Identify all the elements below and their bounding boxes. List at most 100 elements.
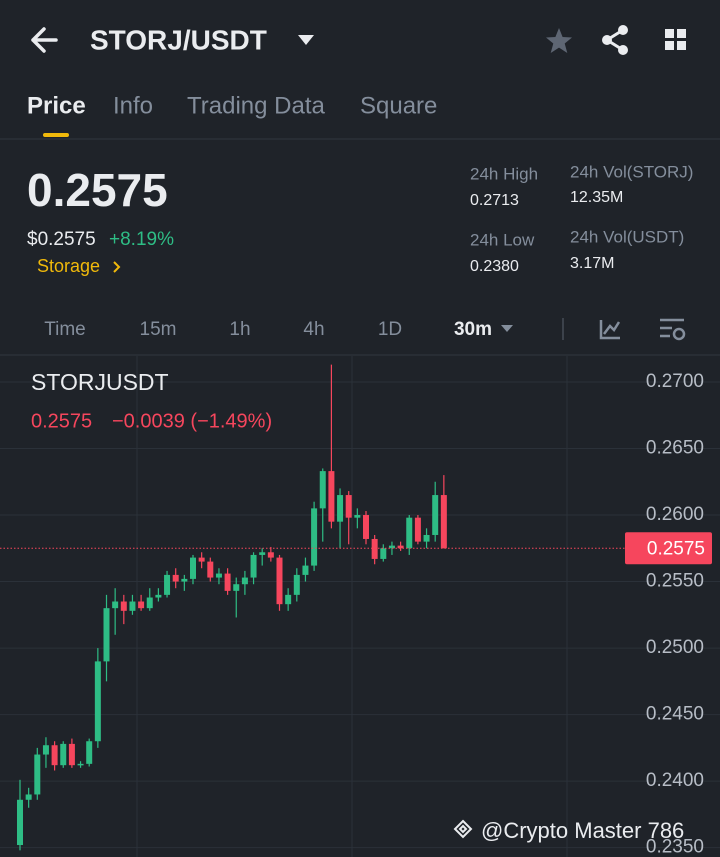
candle-body [285, 594, 292, 605]
candle-body [172, 574, 179, 582]
stat-value: 0.2713 [470, 192, 519, 209]
candle-body [120, 601, 127, 611]
candle-body [302, 565, 309, 575]
pair-title[interactable]: STORJ/USDT [90, 24, 267, 55]
candle-body [103, 608, 110, 662]
candle-body [337, 495, 344, 522]
grid-cell[interactable] [677, 41, 686, 50]
candle-body [250, 554, 257, 578]
settings-icon[interactable] [660, 318, 686, 341]
last-price: 0.2575 [27, 164, 168, 216]
stat-value: 12.35M [570, 189, 623, 206]
candle-body [380, 548, 387, 559]
chart-layer: 0.2700 0.2650 0.2600 0.2550 0.2500 0.2450 0.24… [0, 364, 720, 857]
candle-body [94, 661, 101, 742]
y-tick-label: 0.2600 [646, 504, 704, 525]
candle-body [164, 574, 171, 595]
tag-chevron[interactable] [113, 261, 121, 273]
candle-body [432, 495, 439, 535]
candle-body [440, 495, 447, 549]
candle-body [397, 545, 404, 549]
candle-body [319, 471, 326, 509]
candle-body [129, 601, 136, 611]
grid-cell[interactable] [677, 29, 686, 38]
y-tick-label: 0.2350 [646, 837, 704, 857]
candle-body [423, 534, 430, 542]
candle-body [406, 517, 413, 549]
watermark-logo [453, 819, 473, 839]
stat-label: 24h High [470, 164, 538, 183]
candle-body [267, 552, 274, 558]
logo-diamond [453, 819, 473, 839]
candle-body [224, 573, 231, 591]
candle-body [25, 794, 32, 800]
last-price-box [625, 532, 712, 565]
candle-body [51, 745, 58, 766]
grid-cell[interactable] [665, 41, 674, 50]
interval[interactable]: 4h [303, 319, 324, 340]
indicator-icon[interactable] [599, 320, 621, 340]
category-tag[interactable]: Storage [37, 256, 100, 276]
back-button[interactable] [31, 27, 58, 53]
y-tick-label: 0.2500 [646, 637, 704, 658]
stat-value: 0.2380 [470, 258, 519, 275]
interval[interactable]: 15m [140, 319, 177, 340]
candle-body [414, 517, 421, 542]
y-tick-label: 0.2450 [646, 704, 704, 725]
share-button[interactable] [602, 25, 628, 55]
candle-body [241, 577, 248, 585]
grid-cell[interactable] [665, 29, 674, 38]
candle-body [259, 552, 266, 555]
interval[interactable]: 1h [229, 319, 250, 340]
candle-body [155, 594, 162, 598]
candle-body [181, 578, 188, 582]
stat-label: 24h Vol(STORJ) [570, 162, 693, 181]
candle-body [328, 471, 335, 522]
y-tick-label: 0.2400 [646, 770, 704, 791]
logo-center [458, 824, 468, 834]
candle-body [198, 557, 205, 562]
tab-indicator [43, 133, 69, 137]
candle-body [293, 574, 300, 595]
share-lines[interactable] [604, 28, 624, 52]
candle-body [233, 584, 240, 591]
interval[interactable]: Time [44, 319, 86, 340]
vertical-grid [136, 356, 568, 857]
interval[interactable]: 1D [378, 319, 402, 340]
price-change: +8.19% [109, 229, 174, 250]
chart-legend-change: −0.0039 (−1.49%) [112, 410, 272, 432]
back-arrow[interactable] [31, 27, 58, 53]
candle-body [77, 763, 84, 766]
stat-label: 24h Vol(USDT) [570, 227, 684, 246]
candle-body [215, 573, 222, 578]
favorite-star[interactable] [546, 28, 572, 53]
y-tick-label: 0.2700 [646, 371, 704, 392]
candle-body [17, 799, 23, 846]
candle-body [276, 557, 283, 605]
candle-body [34, 754, 41, 795]
last-price-label: 0.2575 [647, 538, 705, 559]
watermark: @Crypto Master 786 [481, 818, 684, 843]
candle-body [207, 561, 214, 578]
tab[interactable]: Square [360, 92, 437, 119]
interval-active[interactable]: 30m [454, 319, 492, 340]
candle-body [146, 597, 153, 609]
candle-body [190, 557, 196, 579]
candle-body [388, 545, 395, 549]
tab[interactable]: Price [27, 92, 86, 119]
candle-body [363, 515, 369, 539]
settings-lines[interactable] [660, 318, 684, 338]
usd-price: $0.2575 [27, 229, 96, 250]
candle-body [60, 743, 67, 766]
interval-dropdown[interactable] [501, 325, 513, 332]
menu-grid[interactable] [665, 29, 686, 50]
pair-dropdown[interactable] [298, 35, 314, 45]
settings-gear[interactable] [672, 327, 686, 341]
chart-title: STORJUSDT [31, 369, 169, 395]
tab[interactable]: Info [113, 92, 153, 119]
tab[interactable]: Trading Data [187, 92, 326, 119]
candle-body [42, 745, 49, 755]
y-tick-label: 0.2650 [646, 438, 704, 459]
